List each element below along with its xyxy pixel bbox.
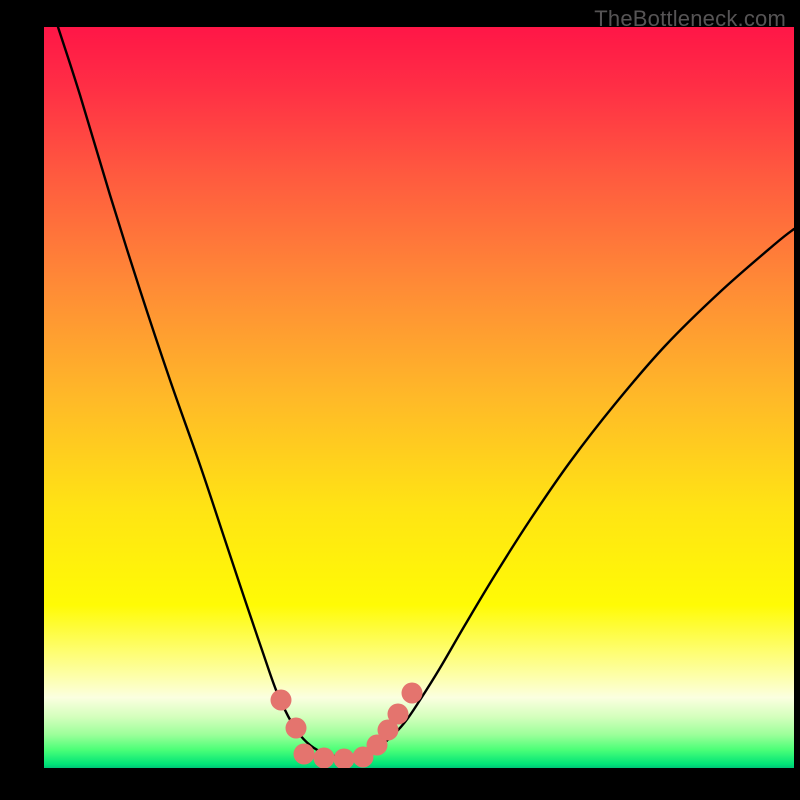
data-dot: [286, 718, 307, 739]
bottleneck-curve: [0, 0, 800, 800]
data-dot: [388, 704, 409, 725]
watermark-text: TheBottleneck.com: [594, 6, 786, 32]
data-dot: [294, 744, 315, 765]
data-dot: [334, 749, 355, 770]
data-dot: [402, 683, 423, 704]
data-dot: [271, 690, 292, 711]
data-dot: [314, 748, 335, 769]
chart-container: TheBottleneck.com: [0, 0, 800, 800]
v-curve-path: [58, 27, 794, 757]
